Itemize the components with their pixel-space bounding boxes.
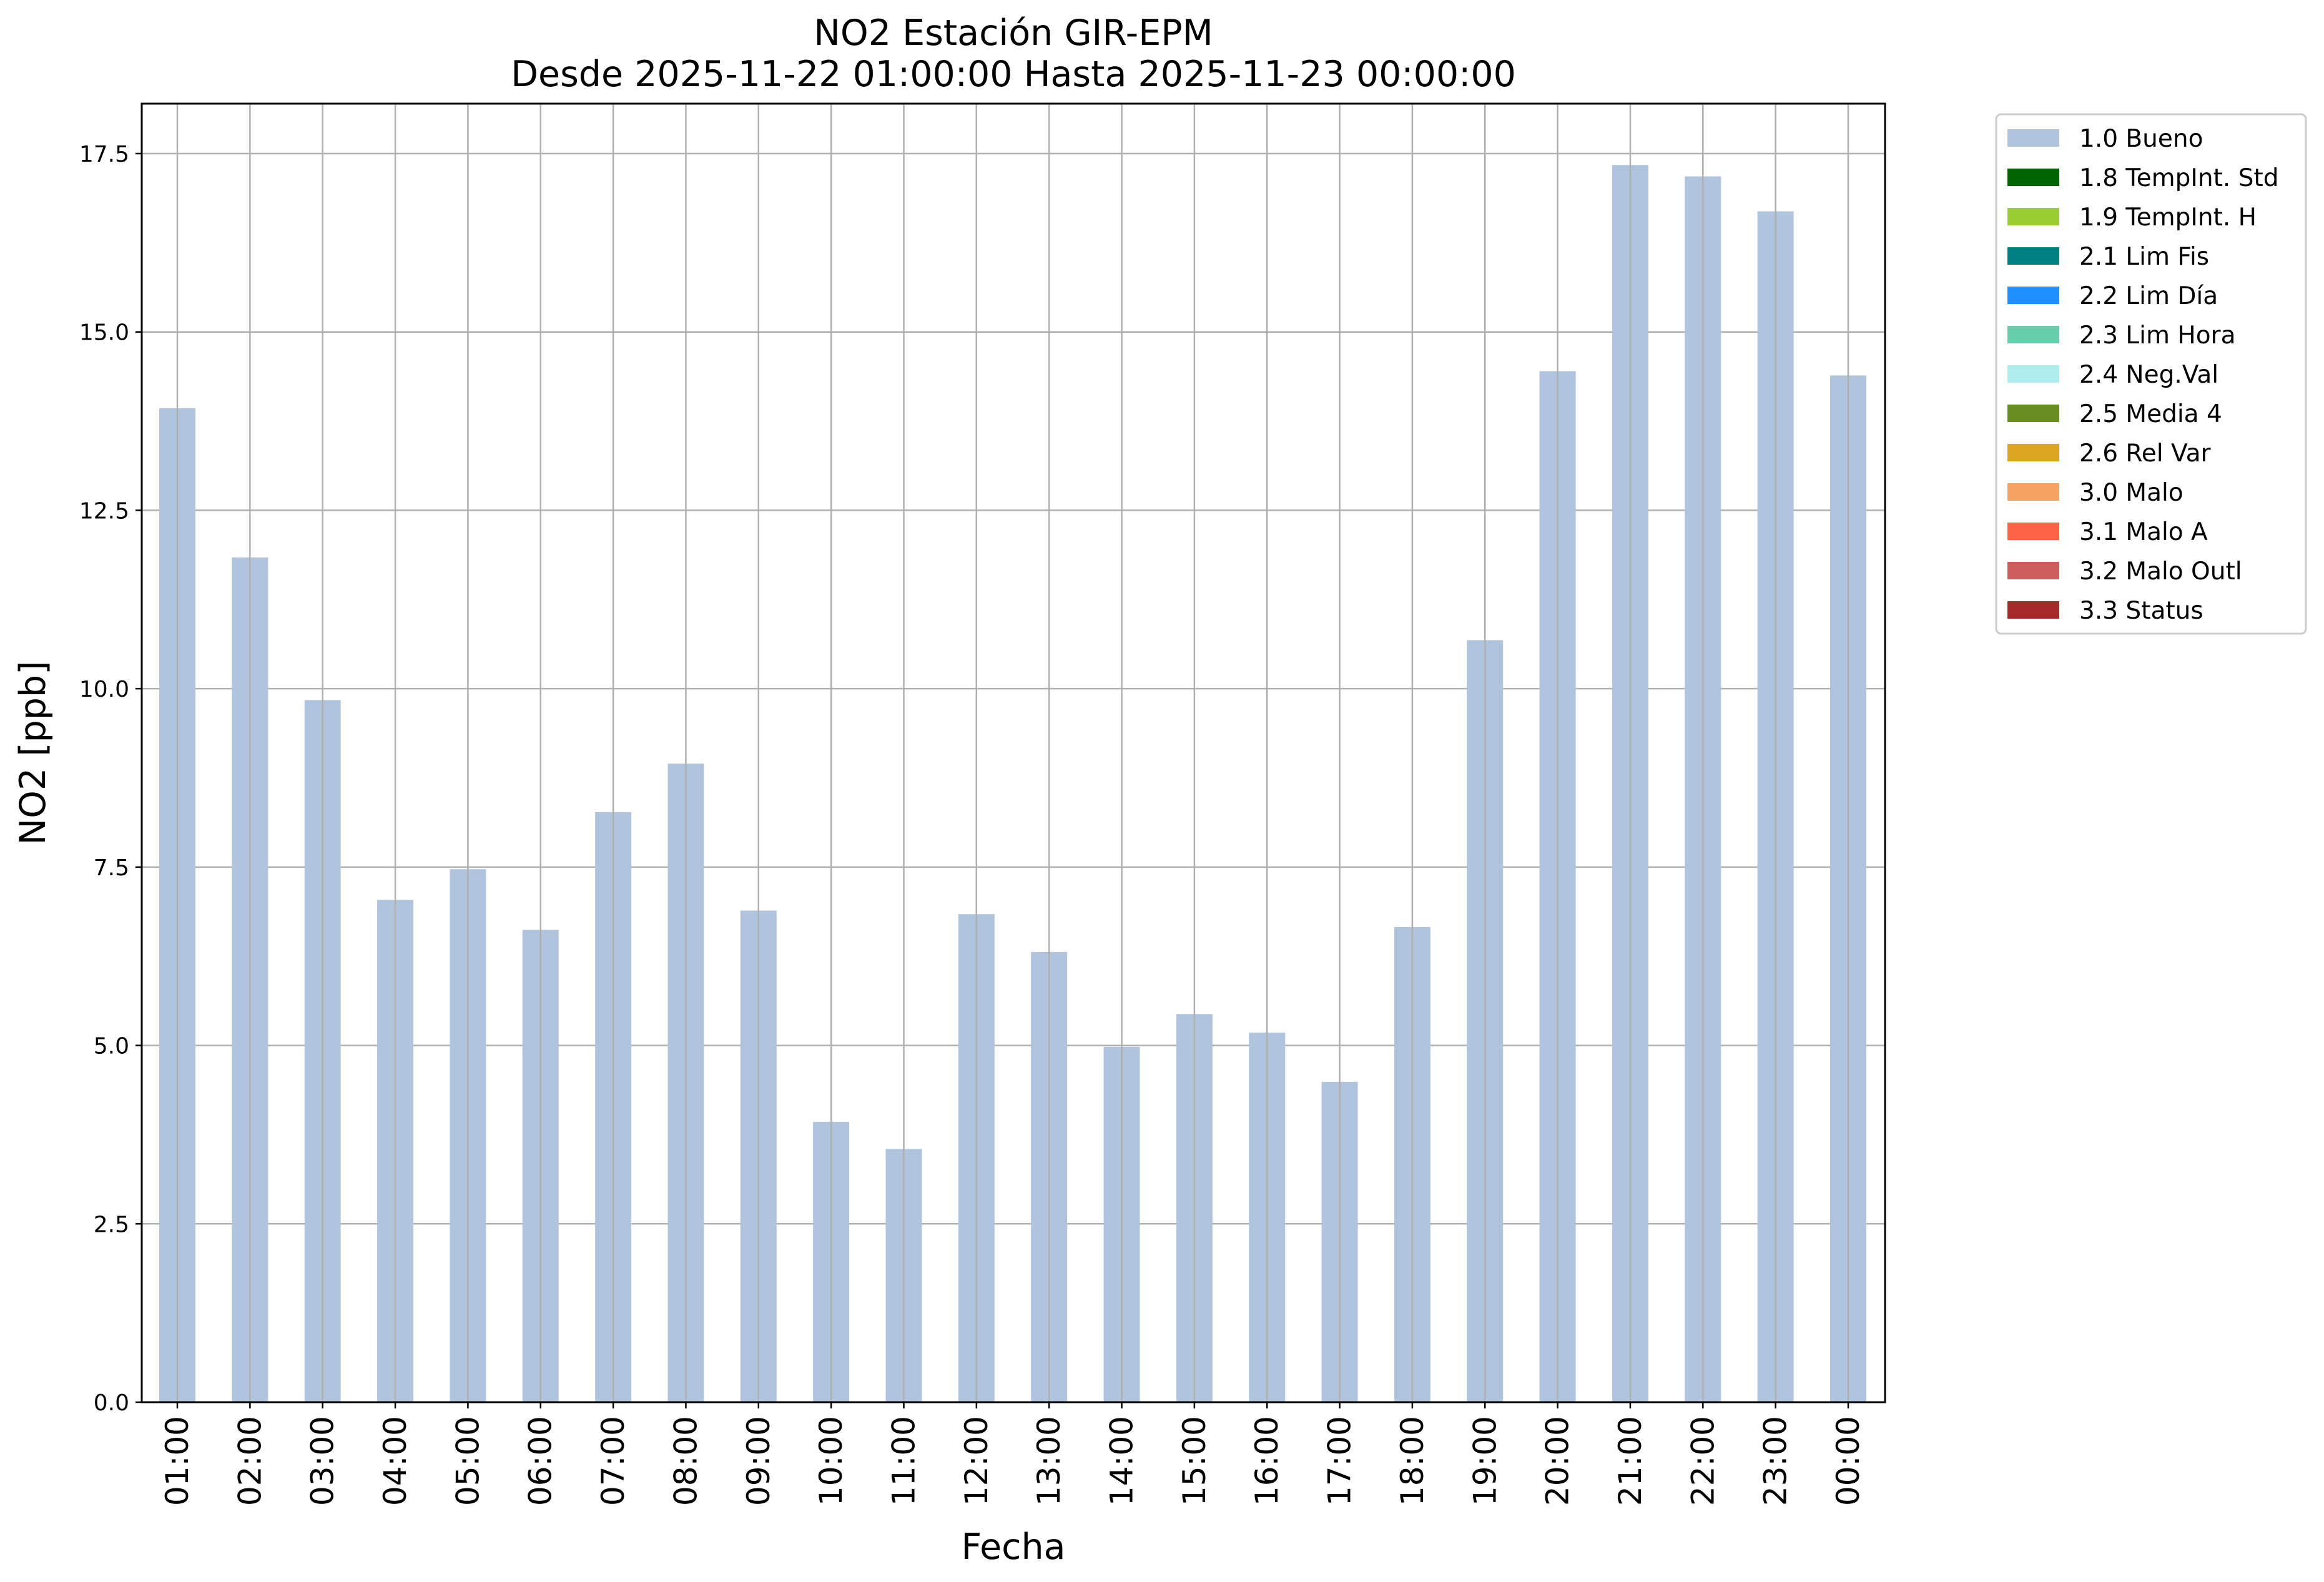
y-tick-label: 7.5 bbox=[94, 855, 129, 881]
chart-subtitle: Desde 2025-11-22 01:00:00 Hasta 2025-11-… bbox=[511, 54, 1516, 95]
x-tick-label: 02:00 bbox=[232, 1416, 268, 1506]
legend: 1.0 Bueno 1.8 TempInt. Std 1.9 TempInt. H 2… bbox=[1995, 113, 2307, 635]
x-axis: 01:00 02:00 03:00 04:00 05:00 06:00 07:00 08:00… bbox=[159, 1402, 1866, 1506]
legend-label: 3.1 Malo A bbox=[2079, 518, 2208, 546]
legend-swatch bbox=[2007, 208, 2059, 225]
legend-label: 3.3 Status bbox=[2079, 597, 2203, 625]
legend-swatch bbox=[2007, 247, 2059, 265]
y-axis: 0.0 2.5 5.0 7.5 10.0 12.5 15.0 17.5 bbox=[79, 142, 142, 1416]
legend-swatch bbox=[2007, 562, 2059, 579]
legend-label: 2.4 Neg.Val bbox=[2079, 361, 2218, 389]
x-tick-label: 00:00 bbox=[1830, 1416, 1866, 1506]
legend-label: 2.6 Rel Var bbox=[2079, 440, 2212, 468]
x-tick-label: 13:00 bbox=[1031, 1416, 1067, 1506]
legend-swatch bbox=[2007, 287, 2059, 304]
grid-lines bbox=[142, 152, 1885, 1403]
legend-swatch bbox=[2007, 365, 2059, 383]
legend-swatch bbox=[2007, 523, 2059, 540]
legend-swatch bbox=[2007, 444, 2059, 461]
x-tick-label: 11:00 bbox=[885, 1416, 922, 1506]
x-tick-label: 04:00 bbox=[377, 1416, 413, 1506]
legend-swatch bbox=[2007, 483, 2059, 501]
chart-title: NO2 Estación GIR-EPM bbox=[814, 12, 1213, 54]
y-axis-label: NO2 [ppb] bbox=[12, 661, 54, 845]
legend-label: 3.0 Malo bbox=[2079, 479, 2184, 507]
legend-label: 1.0 Bueno bbox=[2079, 125, 2203, 153]
legend-swatch bbox=[2007, 129, 2059, 147]
y-tick-label: 12.5 bbox=[79, 498, 129, 524]
bars bbox=[159, 165, 1866, 1403]
legend-label: 2.2 Lim Día bbox=[2079, 282, 2218, 310]
x-tick-label: 09:00 bbox=[741, 1416, 777, 1506]
y-tick-label: 10.0 bbox=[79, 677, 129, 702]
y-tick-label: 5.0 bbox=[94, 1034, 129, 1059]
legend-swatch bbox=[2007, 601, 2059, 619]
legend-swatch bbox=[2007, 405, 2059, 422]
x-tick-label: 22:00 bbox=[1685, 1416, 1721, 1506]
legend-label: 2.1 Lim Fis bbox=[2079, 243, 2209, 271]
x-tick-label: 08:00 bbox=[667, 1416, 704, 1506]
x-tick-label: 07:00 bbox=[595, 1416, 631, 1506]
x-tick-label: 20:00 bbox=[1540, 1416, 1576, 1506]
x-tick-label: 01:00 bbox=[159, 1416, 195, 1506]
x-tick-label: 14:00 bbox=[1104, 1416, 1140, 1506]
x-tick-label: 17:00 bbox=[1322, 1416, 1358, 1506]
x-axis-label: Fecha bbox=[961, 1526, 1065, 1568]
legend-box bbox=[1995, 113, 2307, 635]
x-tick-label: 19:00 bbox=[1467, 1416, 1503, 1506]
vertical-grid-lines bbox=[176, 104, 1849, 1402]
legend-label: 2.3 Lim Hora bbox=[2079, 322, 2236, 350]
y-tick-label: 2.5 bbox=[94, 1212, 129, 1237]
legend-swatch bbox=[2007, 326, 2059, 343]
x-tick-label: 16:00 bbox=[1249, 1416, 1285, 1506]
legend-swatch bbox=[2007, 169, 2059, 186]
x-tick-label: 21:00 bbox=[1612, 1416, 1648, 1506]
y-tick-label: 0.0 bbox=[94, 1390, 129, 1416]
y-tick-label: 17.5 bbox=[79, 142, 129, 167]
plot-frame bbox=[140, 102, 1886, 1403]
x-tick-label: 12:00 bbox=[958, 1416, 995, 1506]
legend-label: 1.9 TempInt. H bbox=[2079, 204, 2257, 232]
x-tick-label: 10:00 bbox=[813, 1416, 849, 1506]
x-tick-label: 05:00 bbox=[450, 1416, 486, 1506]
y-tick-label: 15.0 bbox=[79, 320, 129, 346]
x-tick-label: 06:00 bbox=[523, 1416, 559, 1506]
legend-label: 3.2 Malo Outl bbox=[2079, 558, 2242, 586]
x-tick-label: 03:00 bbox=[305, 1416, 341, 1506]
x-tick-label: 15:00 bbox=[1176, 1416, 1213, 1506]
x-tick-label: 23:00 bbox=[1758, 1416, 1794, 1506]
x-tick-label: 18:00 bbox=[1394, 1416, 1430, 1506]
legend-label: 1.8 TempInt. Std bbox=[2079, 164, 2278, 192]
legend-label: 2.5 Media 4 bbox=[2079, 400, 2222, 428]
